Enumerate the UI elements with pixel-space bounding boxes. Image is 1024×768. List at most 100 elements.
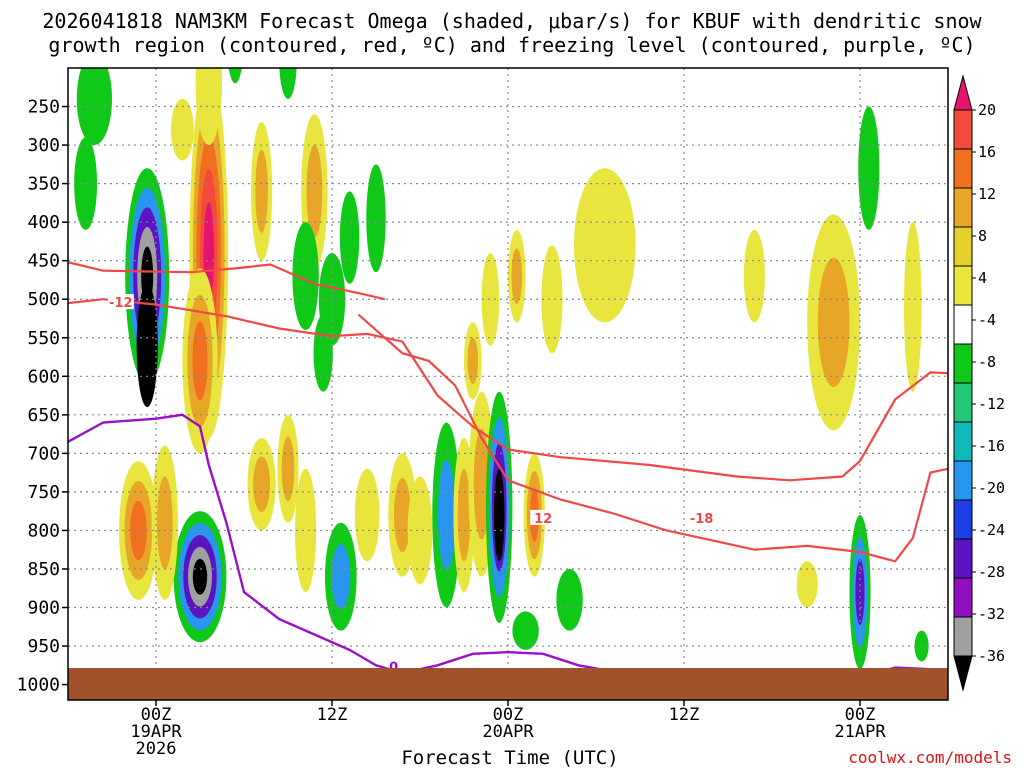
colorbar-label-7: -12 <box>978 395 1005 413</box>
omega-cell-38-level-0 <box>574 168 636 323</box>
colorbar-segment-7 <box>953 382 973 423</box>
x-tick-label-80-1: 21APR <box>834 722 886 742</box>
colorbar-label-8: -16 <box>978 437 1005 455</box>
y-tick-label-450: 450 <box>27 251 60 272</box>
x-tick-label-20-0: 12Z <box>317 705 348 725</box>
y-tick-label-700: 700 <box>27 443 60 464</box>
colorbar-segment-4 <box>953 265 973 306</box>
omega-cell-5-level-0 <box>195 68 222 146</box>
x-axis-label: Forecast Time (UTC) <box>401 747 618 768</box>
colorbar-label-1: 16 <box>978 143 996 161</box>
omega-cell-41-level-0 <box>796 561 818 608</box>
x-tick-label-80-0: 00Z <box>845 705 876 725</box>
omega-cell-13-level-1 <box>255 149 268 233</box>
dgz-contour-2 <box>357 313 948 563</box>
colorbar-segment-10 <box>953 499 973 540</box>
y-tick-label-1000: 1000 <box>17 675 60 696</box>
y-tick-label-900: 900 <box>27 598 60 619</box>
omega-cell-43-level-2 <box>855 559 865 626</box>
omega-cell-42-level-1 <box>817 257 850 388</box>
colorbar-label-6: -8 <box>978 353 996 371</box>
y-tick-label-500: 500 <box>27 289 60 310</box>
colorbar-label-11: -28 <box>978 563 1005 581</box>
omega-cell-21-level-1 <box>281 436 295 502</box>
dgz-contour-label-2: -18 <box>690 512 714 527</box>
colorbar-segment-9 <box>953 460 973 501</box>
omega-cell-39-level-0 <box>512 611 539 650</box>
omega-cell-44-level-0 <box>858 106 880 230</box>
colorbar-label-12: -32 <box>978 605 1005 623</box>
dgz-contour-0 <box>68 261 386 301</box>
contour-label-bg-1 <box>530 509 557 525</box>
ground-terrain <box>68 668 948 700</box>
omega-cell-18-level-0 <box>366 164 386 273</box>
colorbar-label-9: -20 <box>978 479 1005 497</box>
colorbar-segment-0 <box>953 109 973 150</box>
y-tick-label-550: 550 <box>27 328 60 349</box>
omega-cell-15-level-0 <box>292 222 319 331</box>
colorbar-label-2: 12 <box>978 185 996 203</box>
y-tick-label-950: 950 <box>27 636 60 657</box>
colorbar-segment-11 <box>953 538 973 579</box>
chart-title-line2: growth region (contoured, red, ºC) and f… <box>48 33 975 57</box>
omega-cell-4-level-2 <box>192 321 208 401</box>
omega-cell-36-level-0 <box>541 245 563 354</box>
y-tick-label-800: 800 <box>27 520 60 541</box>
omega-cell-27-level-1 <box>437 459 455 571</box>
x-tick-label-40-1: 20APR <box>482 722 534 742</box>
colorbar-bottom-arrow <box>953 655 973 692</box>
colorbar-label-3: 8 <box>978 227 987 245</box>
omega-cell-19-level-0 <box>313 314 333 392</box>
colorbar-segment-13 <box>953 616 973 657</box>
x-tick-label-60-0: 12Z <box>669 705 700 725</box>
omega-cell-34-level-1 <box>511 248 523 304</box>
x-tick-label-40-0: 00Z <box>493 705 524 725</box>
colorbar-segment-12 <box>953 577 973 618</box>
omega-cell-45-level-0 <box>904 222 922 392</box>
y-tick-label-300: 300 <box>27 135 60 156</box>
omega-cell-28-level-1 <box>457 468 471 562</box>
x-tick-label-0-2: 2026 <box>136 739 177 759</box>
y-tick-label-600: 600 <box>27 366 60 387</box>
omega-cell-23-level-1 <box>331 544 351 610</box>
omega-cell-30-level-1 <box>473 428 490 540</box>
colorbar-segment-8 <box>953 421 973 462</box>
x-tick-label-0-1: 19APR <box>130 722 182 742</box>
omega-cell-17-level-0 <box>339 191 360 284</box>
colorbar-segment-5 <box>953 304 973 345</box>
omega-cell-25-level-1 <box>393 478 411 553</box>
colorbar-label-4: 4 <box>978 269 987 287</box>
omega-cell-40-level-0 <box>743 229 765 323</box>
credit-link[interactable]: coolwx.com/models <box>848 748 1012 767</box>
omega-cell-20-level-1 <box>253 456 271 512</box>
omega-cell-11-level-0 <box>228 68 242 84</box>
y-tick-label-350: 350 <box>27 174 60 195</box>
y-tick-label-400: 400 <box>27 212 60 233</box>
omega-cell-26-level-0 <box>407 476 433 585</box>
y-tick-label-250: 250 <box>27 97 60 118</box>
omega-cell-6-level-0 <box>170 98 194 161</box>
colorbar-segment-3 <box>953 226 973 267</box>
omega-cell-7-level-2 <box>130 500 147 561</box>
dgz-contour-label-1: 12 <box>534 512 552 527</box>
omega-cell-2-level-4 <box>192 558 208 595</box>
colorbar-segment-1 <box>953 148 973 189</box>
omega-cell-37-level-0 <box>556 568 583 631</box>
contour-label-bg-2 <box>688 509 715 525</box>
omega-cell-14-level-1 <box>306 145 323 238</box>
omega-cell-8-level-1 <box>156 476 173 569</box>
omega-cell-32-level-0 <box>493 468 505 562</box>
colorbar-label-0: 20 <box>978 101 996 119</box>
omega-cell-22-level-0 <box>295 468 317 593</box>
dgz-contour-label-0: -12 <box>109 296 133 311</box>
y-tick-label-850: 850 <box>27 559 60 580</box>
omega-cell-33-level-0 <box>481 252 500 346</box>
y-tick-label-650: 650 <box>27 405 60 426</box>
omega-cell-12-level-0 <box>279 68 297 99</box>
colorbar-top-arrow <box>953 74 973 111</box>
omega-cell-9-level-0 <box>76 68 112 146</box>
x-tick-label-0-0: 00Z <box>141 705 172 725</box>
y-tick-label-750: 750 <box>27 482 60 503</box>
colorbar-label-10: -24 <box>978 521 1005 539</box>
